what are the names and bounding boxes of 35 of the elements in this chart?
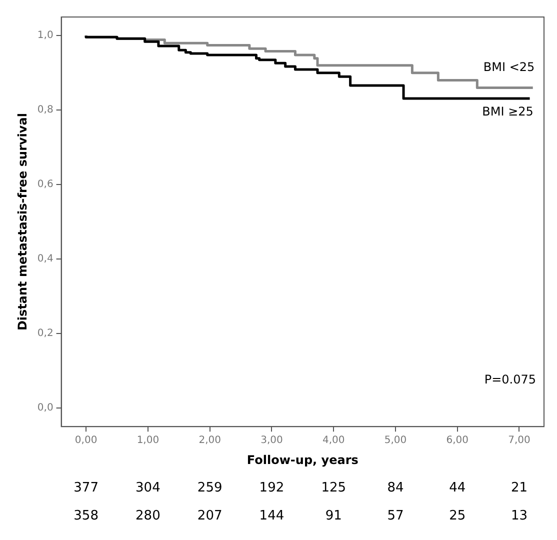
x-tick-label: 2,00 — [198, 435, 221, 446]
x-tick-label: 3,00 — [260, 435, 283, 446]
text: 13 — [510, 508, 528, 524]
text: 207 — [197, 508, 222, 524]
text: 358 — [74, 508, 98, 524]
text: 377 — [74, 480, 98, 496]
y-tick-label: 0,8 — [37, 104, 54, 116]
x-tick-label: 5,00 — [384, 435, 407, 446]
y-tick-label: 0,4 — [37, 254, 54, 265]
y-tick-label: 1,0 — [37, 30, 54, 42]
text: 25 — [449, 508, 466, 524]
y-axis-title: Distant metastasis-free survival — [15, 113, 30, 331]
text: 304 — [136, 480, 160, 496]
text: 44 — [449, 480, 466, 496]
text: 192 — [259, 480, 284, 496]
y-tick-label: 0,0 — [37, 402, 54, 414]
text: 280 — [136, 508, 160, 524]
text: 21 — [510, 480, 528, 496]
x-tick-label: 0,00 — [74, 435, 98, 446]
text: 57 — [387, 508, 404, 524]
series-label: BMI ≥25 — [482, 104, 534, 119]
y-tick-label: 0,6 — [37, 179, 54, 190]
text: 91 — [325, 508, 342, 524]
x-tick-label: 1,00 — [136, 435, 160, 446]
x-tick-label: 4,00 — [322, 435, 345, 446]
x-axis-title: Follow-up, years — [246, 452, 358, 467]
y-tick-label: 0,2 — [37, 328, 54, 340]
text: 125 — [321, 480, 346, 496]
text: 259 — [197, 480, 222, 496]
text: 144 — [259, 508, 284, 524]
annotation: P=0.075 — [484, 372, 536, 387]
text: 84 — [387, 480, 404, 496]
x-tick-label: 6,00 — [446, 435, 468, 446]
x-tick-label: 7,00 — [508, 435, 530, 446]
series-label: BMI <25 — [483, 60, 535, 74]
